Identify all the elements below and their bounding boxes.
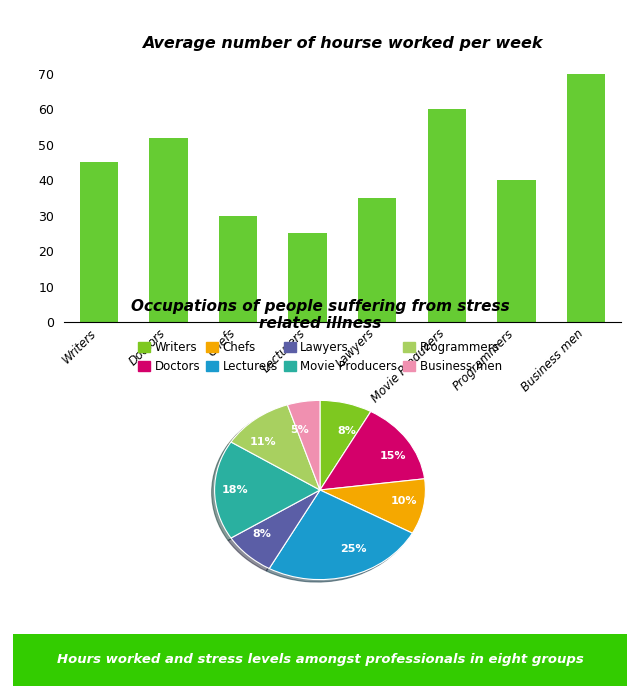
Text: 10%: 10% (390, 496, 417, 506)
Bar (567, 74, 605, 322)
Text: 5%: 5% (290, 425, 308, 435)
Text: Hours worked and stress levels amongst professionals in eight groups: Hours worked and stress levels amongst p… (56, 653, 584, 666)
Bar (497, 180, 536, 322)
Bar (79, 162, 118, 322)
Bar (149, 138, 188, 322)
Wedge shape (231, 490, 320, 568)
FancyBboxPatch shape (13, 634, 627, 686)
Wedge shape (320, 400, 371, 490)
Wedge shape (214, 442, 320, 538)
Wedge shape (320, 412, 424, 490)
Legend: Writers, Doctors, Chefs, Lecturers, Lawyers, Movie Producers, Programmers, Busin: Writers, Doctors, Chefs, Lecturers, Lawy… (136, 339, 504, 375)
Wedge shape (269, 490, 412, 580)
Text: 11%: 11% (250, 437, 276, 447)
Wedge shape (320, 479, 426, 533)
Text: Occupations of people suffering from stress
related illness: Occupations of people suffering from str… (131, 299, 509, 331)
Text: 15%: 15% (380, 451, 406, 461)
Text: 25%: 25% (340, 543, 367, 554)
Bar (428, 109, 466, 322)
Text: 8%: 8% (252, 529, 271, 540)
Bar (358, 198, 396, 322)
Text: 18%: 18% (221, 485, 248, 495)
Bar (219, 216, 257, 322)
Wedge shape (231, 405, 320, 490)
Bar (289, 233, 327, 322)
Wedge shape (287, 400, 320, 490)
Text: 8%: 8% (338, 426, 356, 436)
Title: Average number of hourse worked per week: Average number of hourse worked per week (142, 36, 543, 50)
